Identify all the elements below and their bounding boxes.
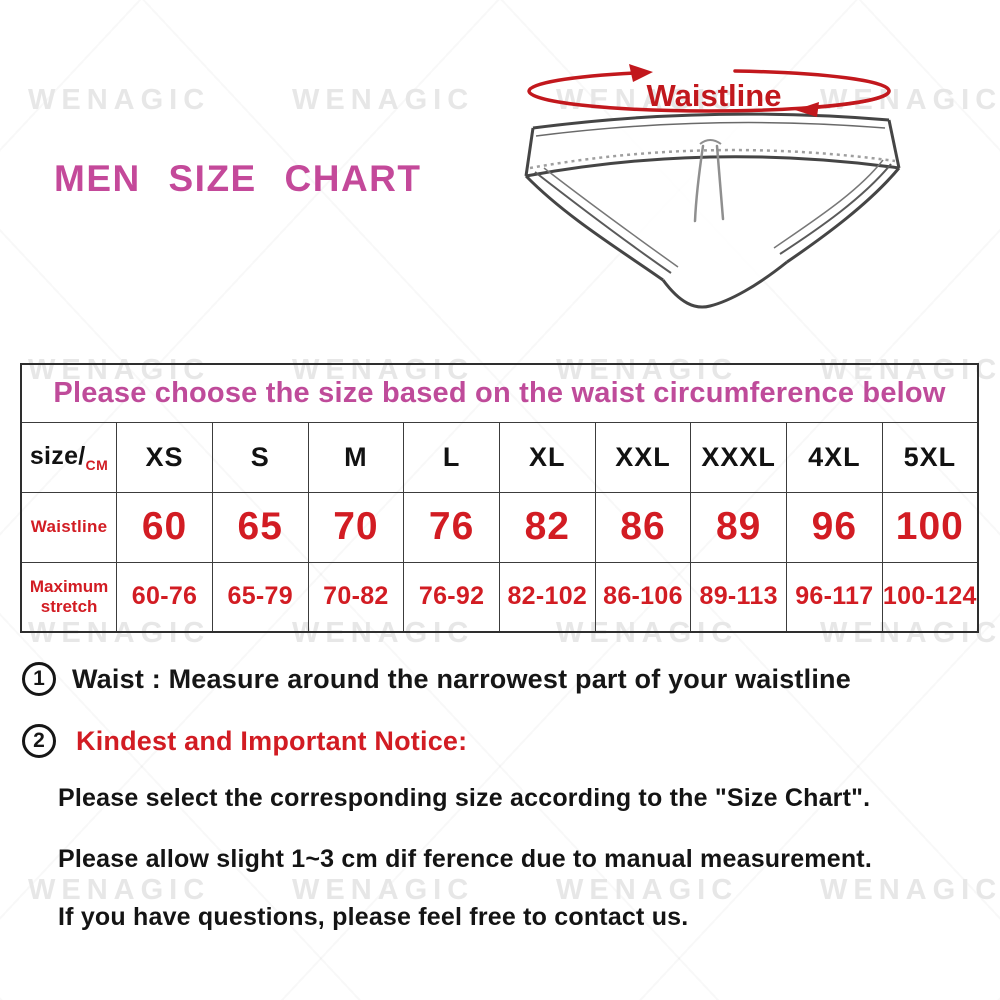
- size-table: Please choose the size based on the wais…: [20, 363, 979, 633]
- waistline-value: 96: [786, 491, 883, 563]
- drawstring: [715, 144, 725, 221]
- note-waist-text: Waist : Measure around the narrowest par…: [72, 663, 851, 694]
- note-notice-text: Kindest and Important Notice:: [76, 725, 468, 756]
- stretch-label-line1: Maximum: [29, 577, 109, 597]
- waistline-value: 89: [690, 491, 787, 563]
- notice-paragraph-1: Please select the corresponding size acc…: [58, 784, 871, 812]
- drawstring: [699, 139, 722, 145]
- watermark: WENAGIC: [820, 84, 1000, 116]
- size-cell-xxl: XXL: [594, 421, 692, 493]
- size-cell-l: L: [403, 421, 500, 493]
- notice-paragraph-2: Please allow slight 1~3 cm dif ference d…: [58, 845, 872, 873]
- size-cell-xl: XL: [498, 421, 596, 493]
- circled-number-2: 2: [22, 724, 56, 758]
- stretch-value: 70-82: [307, 561, 405, 633]
- size-cell-4xl: 4XL: [786, 421, 883, 493]
- note-notice: 2 Kindest and Important Notice:: [22, 724, 467, 758]
- watermark: WENAGIC: [292, 874, 475, 906]
- table-header: Please choose the size based on the wais…: [20, 363, 979, 423]
- note-waist: 1 Waist : Measure around the narrowest p…: [22, 662, 851, 696]
- waistline-value: 86: [594, 491, 692, 563]
- waistline-row: Waistline 60 65 70 76 82 86 89 96 100: [20, 491, 979, 563]
- watermark: WENAGIC: [28, 84, 211, 116]
- waistline-value: 65: [211, 491, 309, 563]
- size-unit-cell: size/CM: [20, 421, 118, 493]
- stretch-value: 65-79: [211, 561, 309, 633]
- watermark: WENAGIC: [292, 84, 475, 116]
- waistline-row-label: Waistline: [20, 491, 118, 563]
- waistline-arrow: [527, 64, 891, 117]
- stretch-value: 82-102: [498, 561, 596, 633]
- notice-paragraph-3: If you have questions, please feel free …: [58, 903, 689, 931]
- size-cell-5xl: 5XL: [881, 421, 979, 493]
- waistline-value: 82: [498, 491, 596, 563]
- stretch-value: 60-76: [116, 561, 213, 633]
- stretch-value: 96-117: [786, 561, 883, 633]
- table-header-row: Please choose the size based on the wais…: [20, 363, 979, 423]
- stitch-line: [529, 148, 896, 170]
- watermark: WENAGIC: [556, 874, 739, 906]
- size-cell-m: M: [307, 421, 405, 493]
- waistline-value: 76: [403, 491, 500, 563]
- size-row: size/CM XS S M L XL XXL XXXL 4XL 5XL: [20, 421, 979, 493]
- watermark: WENAGIC: [820, 874, 1000, 906]
- waistline-value: 60: [116, 491, 213, 563]
- stretch-row: Maximum stretch 60-76 65-79 70-82 76-92 8…: [20, 561, 979, 633]
- stretch-value: 76-92: [403, 561, 500, 633]
- watermark: WENAGIC: [28, 874, 211, 906]
- briefs-diagram: Waistline: [524, 64, 901, 309]
- circled-number-1: 1: [22, 662, 56, 696]
- stretch-value: 100-124: [881, 561, 979, 633]
- size-cell-xs: XS: [116, 421, 213, 493]
- drawstring: [693, 144, 705, 223]
- page-title: MEN SIZE CHART: [54, 158, 422, 199]
- stretch-value: 86-106: [594, 561, 692, 633]
- stretch-row-label: Maximum stretch: [20, 561, 118, 633]
- size-label: size/: [29, 441, 86, 470]
- size-cell-s: S: [211, 421, 309, 493]
- size-cell-xxxl: XXXL: [690, 421, 787, 493]
- waistline-label: Waistline: [647, 78, 782, 113]
- cm-unit: CM: [85, 456, 109, 473]
- waistline-value: 70: [307, 491, 405, 563]
- stretch-label-line2: stretch: [40, 596, 98, 616]
- waistline-value: 100: [881, 491, 979, 563]
- stretch-value: 89-113: [690, 561, 787, 633]
